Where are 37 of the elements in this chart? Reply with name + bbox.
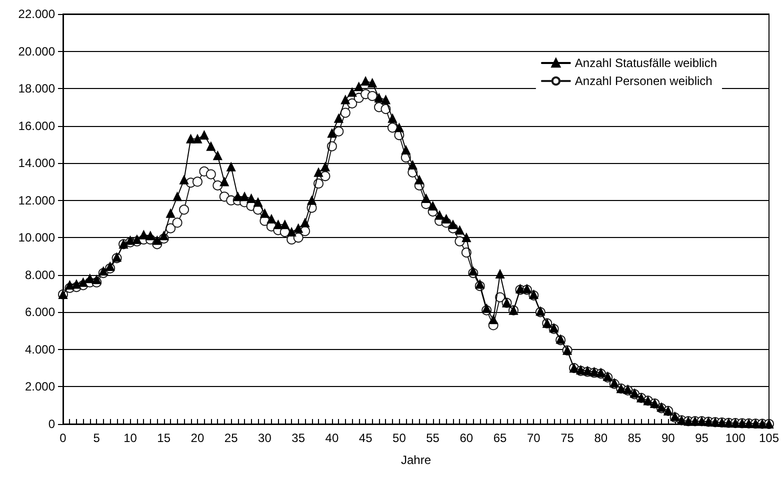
x-tick-label: 60: [460, 431, 474, 445]
x-tick-label: 95: [695, 431, 709, 445]
x-tick-label: 35: [292, 431, 306, 445]
y-tick-label: 6.000: [24, 305, 56, 320]
x-tick-label: 90: [661, 431, 676, 445]
x-tick-label: 30: [258, 431, 272, 445]
legend-label: Anzahl Statusfälle weiblich: [574, 56, 717, 70]
y-tick-label: 18.000: [18, 82, 56, 96]
x-tick-label: 50: [392, 431, 406, 445]
x-tick-label: 10: [124, 431, 138, 445]
x-tick-label: 85: [628, 431, 642, 445]
x-tick-label: 55: [426, 431, 440, 445]
x-tick-label: 40: [325, 431, 339, 445]
x-tick-label: 5: [93, 431, 100, 445]
x-tick-label: 100: [725, 431, 746, 445]
legend-label: Anzahl Personen weiblich: [574, 74, 712, 88]
y-tick-label: 16.000: [18, 118, 56, 133]
x-tick-label: 65: [493, 431, 508, 445]
x-tick-label: 15: [157, 431, 171, 445]
y-tick-label: 4.000: [24, 342, 56, 356]
y-tick-label: 14.000: [18, 156, 56, 170]
y-tick-label: 22.000: [18, 7, 56, 21]
y-tick-label: 0: [48, 417, 56, 431]
x-tick-label: 25: [224, 431, 238, 445]
x-tick-label: 75: [560, 431, 574, 445]
y-tick-label: 10.000: [18, 230, 56, 245]
y-tick-label: 8.000: [24, 268, 56, 282]
x-tick-label: 20: [190, 431, 204, 445]
x-tick-label: 105: [758, 431, 780, 445]
x-tick-label: 45: [358, 431, 373, 445]
y-tick-label: 12.000: [18, 193, 56, 208]
x-axis-title: Jahre: [400, 453, 432, 467]
x-tick-label: 70: [526, 431, 541, 445]
x-tick-label: 80: [594, 431, 608, 445]
y-tick-label: 20.000: [18, 44, 56, 58]
x-tick-label: 0: [60, 431, 67, 445]
y-tick-label: 2.000: [24, 380, 56, 394]
